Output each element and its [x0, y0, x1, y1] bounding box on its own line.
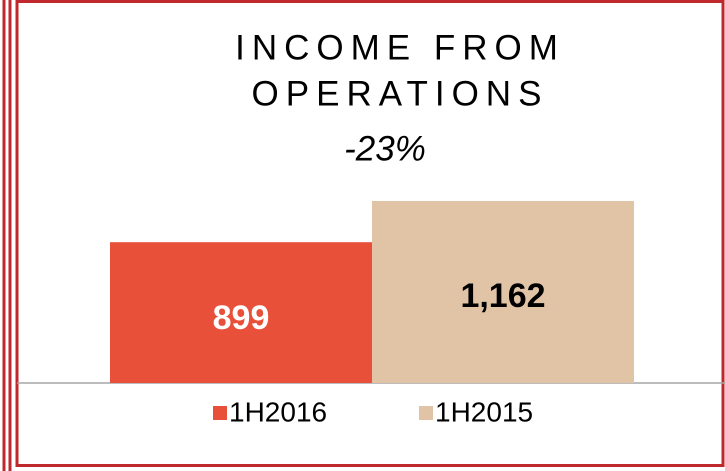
chart-subtitle: -23% [344, 129, 426, 168]
legend-swatch [419, 406, 433, 420]
bar [372, 201, 634, 383]
legend-swatch [213, 406, 227, 420]
legend-label: 1H2016 [229, 396, 327, 427]
value-label: 899 [213, 299, 270, 337]
bar [110, 242, 372, 383]
chart-title: INCOME FROM [235, 28, 565, 67]
legend-label: 1H2015 [435, 396, 533, 427]
chart-border [15, 0, 725, 467]
chart-title: OPERATIONS [252, 74, 549, 113]
value-label: 1,162 [460, 277, 545, 315]
